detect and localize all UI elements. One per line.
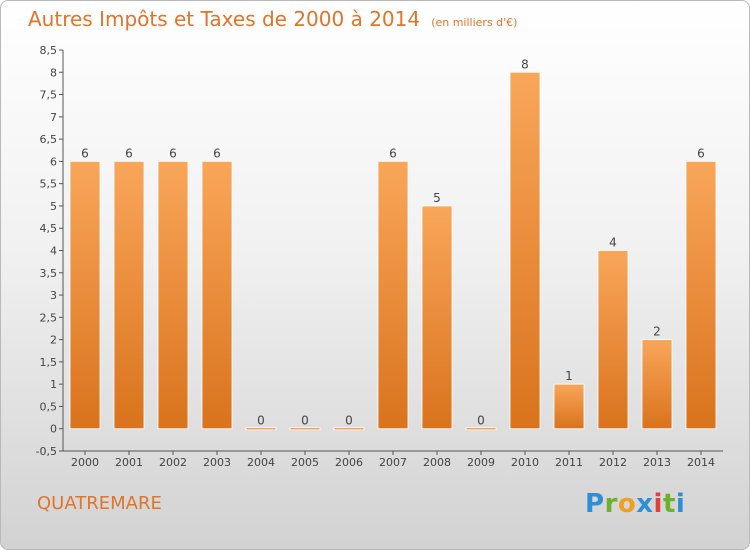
y-tick-label: 2	[50, 334, 57, 347]
x-tick-label: 2005	[291, 456, 319, 469]
bar-value-label: 0	[345, 414, 353, 428]
bar-value-label: 6	[697, 146, 705, 160]
x-tick-label: 2010	[511, 456, 539, 469]
y-tick-label: 3,5	[40, 267, 58, 280]
bar-value-label: 0	[477, 414, 485, 428]
y-tick-label: 2,5	[40, 311, 58, 324]
bar	[113, 160, 145, 430]
bar-value-label: 1	[565, 369, 573, 383]
y-tick-label: 6,5	[40, 133, 58, 146]
bar	[685, 160, 717, 430]
y-tick-label: 4,5	[40, 222, 58, 235]
y-tick-label: 7	[50, 111, 57, 124]
bar-value-label: 0	[257, 414, 265, 428]
y-tick-label: 5	[50, 200, 57, 213]
bar-value-label: 8	[521, 57, 529, 71]
y-tick-label: 7,5	[40, 89, 58, 102]
bar	[333, 427, 365, 431]
bar-value-label: 6	[389, 146, 397, 160]
x-tick-label: 2001	[115, 456, 143, 469]
bar	[465, 427, 497, 431]
x-tick-label: 2000	[71, 456, 99, 469]
bar-value-label: 6	[213, 146, 221, 160]
y-tick-label: 8,5	[40, 44, 58, 57]
x-tick-label: 2008	[423, 456, 451, 469]
bar	[421, 205, 453, 430]
y-tick-label: 1,5	[40, 356, 58, 369]
bar	[509, 71, 541, 430]
bar	[553, 383, 585, 430]
x-tick-label: 2011	[555, 456, 583, 469]
y-tick-label: 4	[50, 245, 57, 258]
chart-unit: (en milliers d'€)	[431, 16, 518, 29]
bar	[377, 160, 409, 430]
bar	[641, 339, 673, 430]
bar	[289, 427, 321, 431]
y-tick-label: 0	[50, 423, 57, 436]
bar-value-label: 2	[653, 325, 661, 339]
bar	[245, 427, 277, 431]
x-tick-label: 2009	[467, 456, 495, 469]
bar-value-label: 5	[433, 191, 441, 205]
bar	[201, 160, 233, 430]
x-tick-label: 2004	[247, 456, 275, 469]
x-tick-label: 2014	[687, 456, 715, 469]
proxiti-logo[interactable]: Proxiti	[585, 489, 686, 519]
bar	[597, 250, 629, 430]
bar-value-label: 4	[609, 236, 617, 250]
bar-value-label: 0	[301, 414, 309, 428]
chart-title: Autres Impôts et Taxes de 2000 à 2014	[28, 7, 421, 31]
x-tick-label: 2002	[159, 456, 187, 469]
bar-value-label: 6	[125, 146, 133, 160]
x-tick-label: 2013	[643, 456, 671, 469]
y-tick-label: -0,5	[36, 445, 57, 458]
x-tick-label: 2007	[379, 456, 407, 469]
y-tick-label: 1	[50, 378, 57, 391]
x-tick-label: 2012	[599, 456, 627, 469]
x-tick-label: 2006	[335, 456, 363, 469]
commune-name: QUATREMARE	[37, 493, 162, 514]
y-tick-label: 5,5	[40, 178, 58, 191]
x-tick-label: 2003	[203, 456, 231, 469]
y-tick-label: 0,5	[40, 400, 58, 413]
bar	[157, 160, 189, 430]
y-tick-label: 6	[50, 155, 57, 168]
chart-title-row: Autres Impôts et Taxes de 2000 à 2014 (e…	[28, 7, 517, 31]
bar	[69, 160, 101, 430]
bar-value-label: 6	[81, 146, 89, 160]
bar-value-label: 6	[169, 146, 177, 160]
y-tick-label: 8	[50, 66, 57, 79]
y-tick-label: 3	[50, 289, 57, 302]
